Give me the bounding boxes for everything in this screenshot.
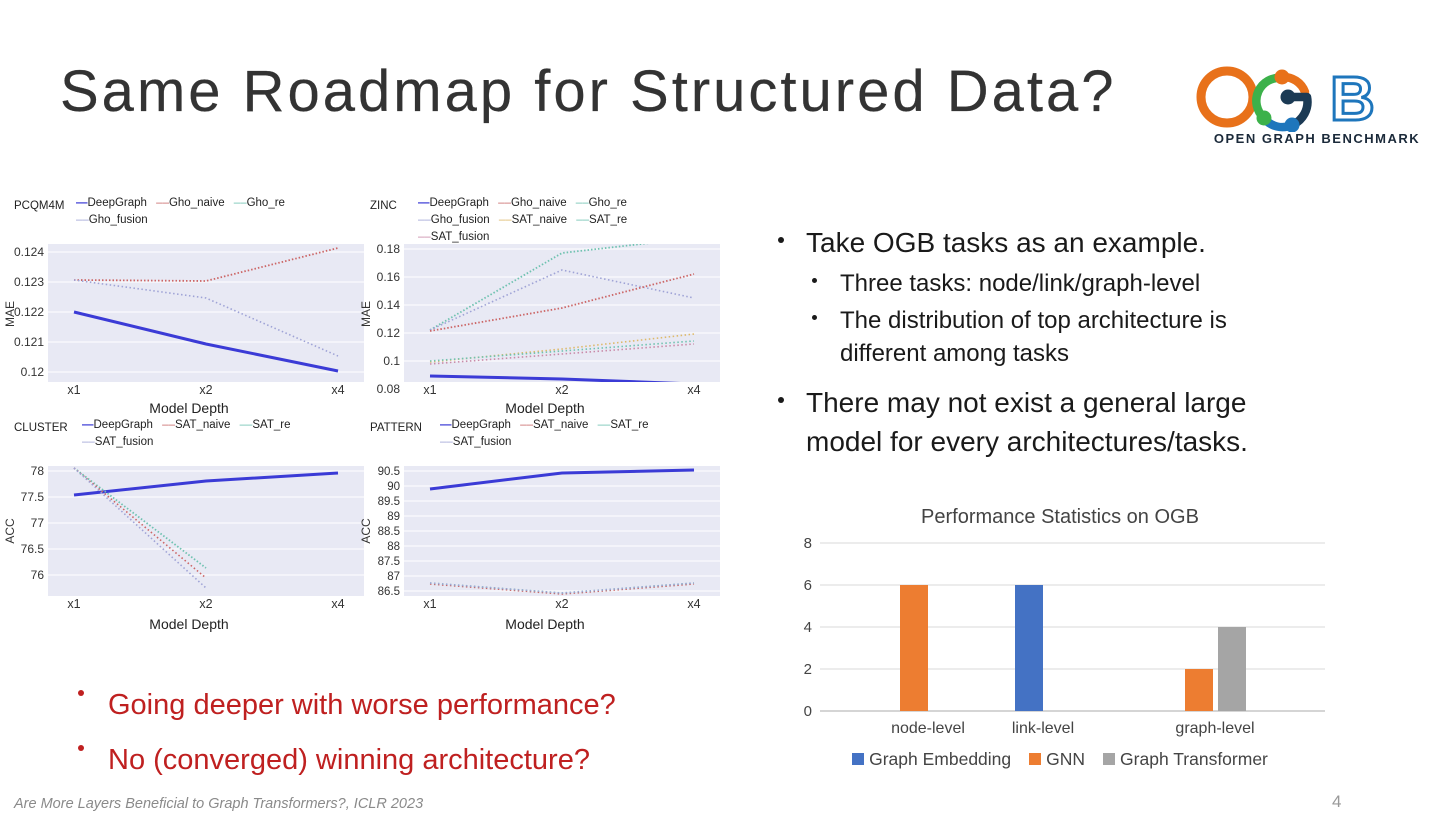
svg-text:0.18: 0.18 — [377, 244, 401, 256]
svg-text:4: 4 — [804, 619, 812, 636]
svg-text:90.5: 90.5 — [378, 466, 400, 478]
svg-text:0.08: 0.08 — [377, 382, 401, 396]
svg-text:graph-level: graph-level — [1175, 720, 1254, 737]
svg-text:77: 77 — [31, 516, 45, 530]
svg-text:0.121: 0.121 — [14, 335, 44, 349]
svg-text:0.122: 0.122 — [14, 305, 44, 319]
svg-text:89: 89 — [387, 511, 400, 523]
svg-text:x2: x2 — [199, 383, 212, 397]
svg-text:89.5: 89.5 — [378, 496, 400, 508]
svg-text:x1: x1 — [423, 597, 436, 611]
svg-text:x1: x1 — [423, 383, 436, 397]
svg-text:78: 78 — [31, 466, 45, 478]
svg-text:0.16: 0.16 — [377, 270, 401, 284]
svg-text:ACC: ACC — [4, 518, 17, 544]
svg-text:x2: x2 — [555, 383, 568, 397]
svg-text:77.5: 77.5 — [21, 490, 45, 504]
svg-text:8: 8 — [804, 535, 812, 552]
svg-text:0.12: 0.12 — [21, 365, 45, 379]
svg-text:86.5: 86.5 — [378, 586, 400, 598]
svg-text:0.12: 0.12 — [377, 326, 401, 340]
svg-text:x4: x4 — [687, 383, 700, 397]
svg-text:MAE: MAE — [4, 301, 17, 327]
svg-text:0.123: 0.123 — [14, 275, 44, 289]
svg-text:2: 2 — [804, 661, 812, 678]
svg-text:87: 87 — [387, 571, 400, 583]
svg-text:x2: x2 — [555, 597, 568, 611]
svg-text:87.5: 87.5 — [378, 556, 400, 568]
svg-text:0.124: 0.124 — [14, 245, 44, 259]
svg-text:0.1: 0.1 — [383, 354, 400, 368]
svg-text:MAE: MAE — [360, 301, 373, 327]
svg-text:x4: x4 — [331, 597, 344, 611]
svg-text:76: 76 — [31, 568, 45, 582]
svg-text:76.5: 76.5 — [21, 542, 45, 556]
svg-text:6: 6 — [804, 577, 812, 594]
svg-text:x2: x2 — [199, 597, 212, 611]
svg-text:90: 90 — [387, 481, 400, 493]
svg-text:88: 88 — [387, 541, 400, 553]
svg-text:link-level: link-level — [1012, 720, 1074, 737]
svg-text:ACC: ACC — [360, 518, 373, 544]
svg-text:x4: x4 — [687, 597, 700, 611]
svg-text:node-level: node-level — [891, 720, 965, 737]
svg-text:88.5: 88.5 — [378, 526, 400, 538]
svg-text:B: B — [1330, 65, 1375, 132]
svg-text:x1: x1 — [67, 383, 80, 397]
svg-text:0: 0 — [804, 703, 812, 720]
svg-text:x4: x4 — [331, 383, 344, 397]
svg-text:x1: x1 — [67, 597, 80, 611]
svg-text:0.14: 0.14 — [377, 298, 401, 312]
